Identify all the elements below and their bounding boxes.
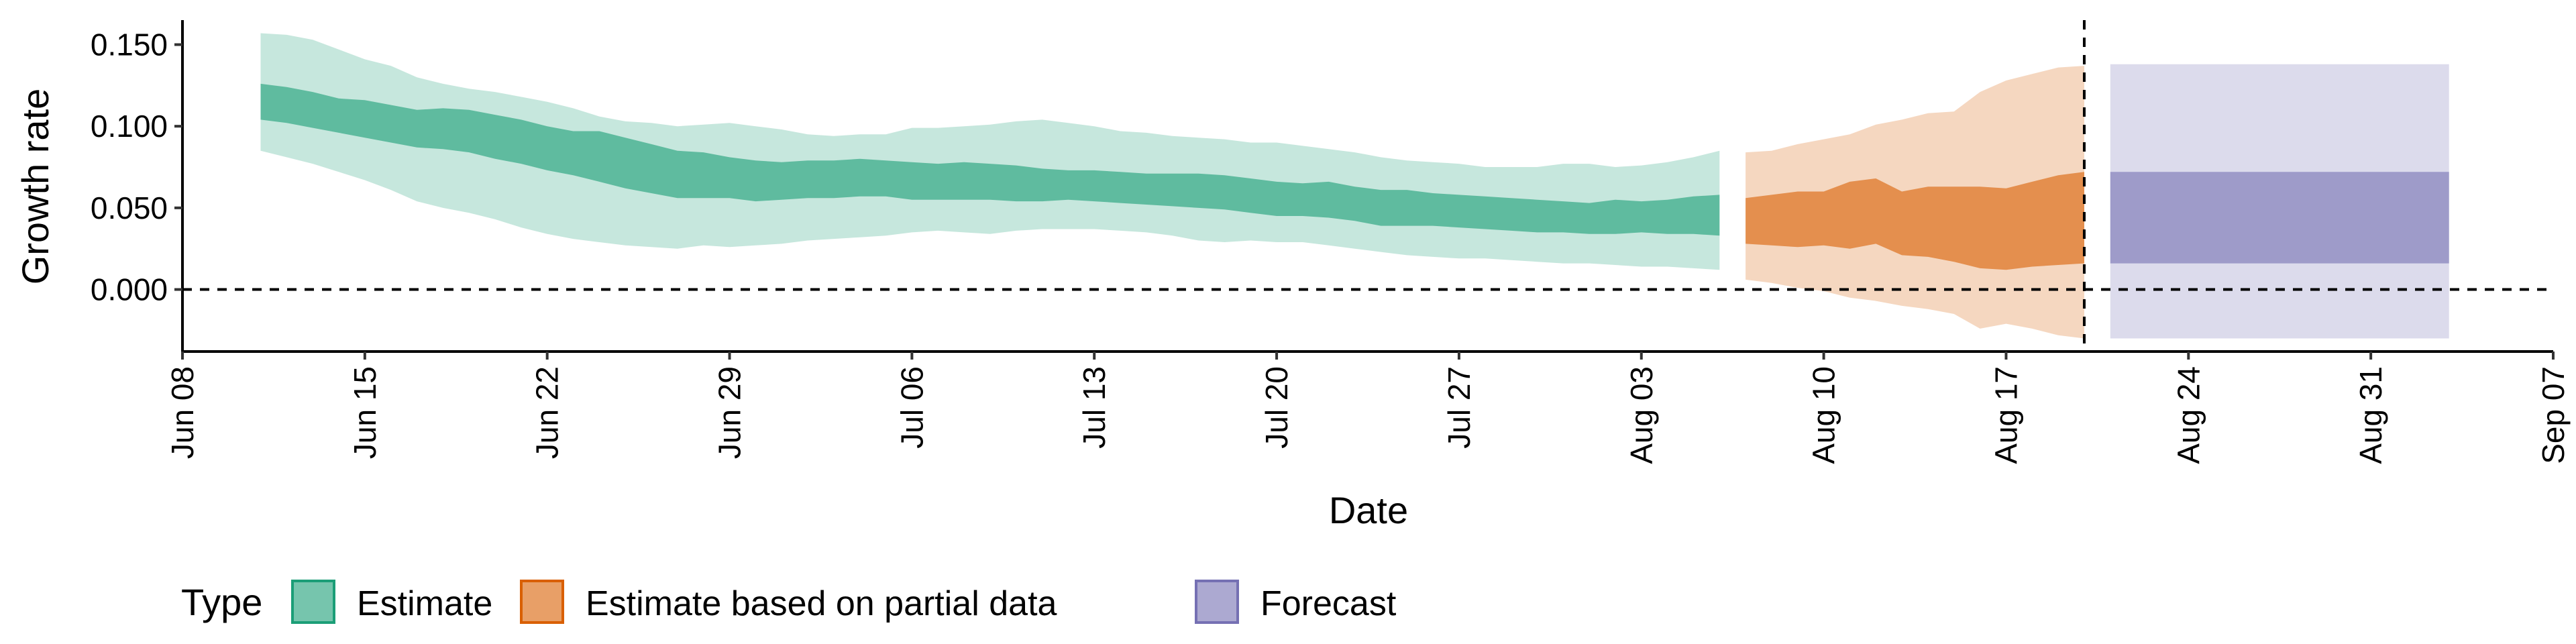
y-tick-label: 0.150 <box>91 28 168 62</box>
legend: Type Estimate Estimate based on partial d… <box>181 580 1397 624</box>
x-tick-label: Jul 13 <box>1077 366 1112 449</box>
legend-items: Estimate Estimate based on partial data Fo… <box>291 580 1397 624</box>
legend-title: Type <box>181 581 262 623</box>
x-tick-label: Jun 22 <box>530 366 565 459</box>
band-50-estimate-based-on-partial-data <box>1746 172 2084 270</box>
legend-key-estimate-based-on-partial-data <box>520 580 564 624</box>
y-tick-label: 0.100 <box>91 109 168 144</box>
x-tick-label: Jul 27 <box>1442 366 1477 449</box>
legend-key-estimate <box>291 580 335 624</box>
y-tick-label: 0.050 <box>91 191 168 225</box>
x-tick-label: Aug 24 <box>2171 366 2206 464</box>
x-tick-label: Jun 15 <box>347 366 382 459</box>
x-tick-label: Aug 17 <box>1989 366 2024 464</box>
y-axis-ticks: 0.000 0.050 0.100 0.150 <box>91 28 182 307</box>
legend-label-estimate-based-on-partial-data: Estimate based on partial data <box>586 584 1057 623</box>
axes <box>181 20 2553 353</box>
legend-key-forecast <box>1195 580 1239 624</box>
x-axis-title: Date <box>1329 489 1408 531</box>
reference-lines <box>182 20 2553 352</box>
x-axis-ticks: Jun 08 Jun 15 Jun 22 Jun 29 Jul 06 Jul 13 Jul … <box>165 352 2571 464</box>
x-tick-label: Aug 10 <box>1807 366 1841 464</box>
credible-interval-50-bands <box>260 83 2449 270</box>
x-tick-label: Jun 08 <box>165 366 200 459</box>
legend-label-estimate: Estimate <box>357 584 492 623</box>
x-tick-label: Aug 03 <box>1624 366 1659 464</box>
band-50-estimate <box>260 83 1720 236</box>
legend-label-forecast: Forecast <box>1260 584 1397 623</box>
y-tick-label: 0.000 <box>91 272 168 307</box>
y-axis-title: Growth rate <box>14 89 56 285</box>
x-tick-label: Jul 06 <box>894 366 929 449</box>
x-tick-label: Jul 20 <box>1259 366 1294 449</box>
x-tick-label: Jun 29 <box>712 366 747 459</box>
x-tick-label: Sep 07 <box>2536 366 2571 464</box>
x-tick-label: Aug 31 <box>2353 366 2388 464</box>
band-50-forecast <box>2110 172 2449 264</box>
